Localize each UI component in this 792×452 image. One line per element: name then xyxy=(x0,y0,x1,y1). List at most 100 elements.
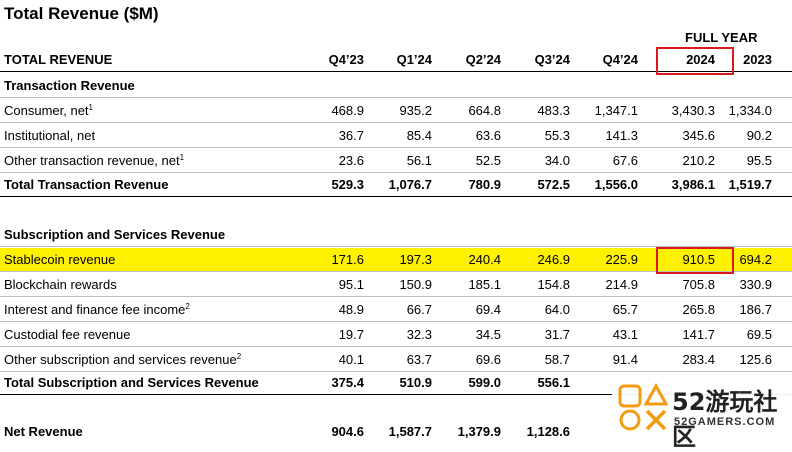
total-subscription-row: Total Subscription and Services Revenue 3… xyxy=(0,371,792,395)
table-cell: 3,986.1 xyxy=(671,177,715,192)
footnote-marker: 1 xyxy=(88,103,93,112)
table-cell: 56.1 xyxy=(406,153,432,168)
table-cell: 904.6 xyxy=(331,424,364,439)
table-cell: 43.1 xyxy=(612,327,638,342)
table-cell: 214.9 xyxy=(605,277,638,292)
table-cell: 69.4 xyxy=(475,302,501,317)
table-cell: 210.2 xyxy=(682,153,715,168)
table-cell: 19.7 xyxy=(338,327,364,342)
row-label: Total Subscription and Services Revenue xyxy=(4,375,259,390)
full-year-label: FULL YEAR xyxy=(685,30,758,45)
table-cell: Q3’24 xyxy=(534,52,570,67)
table-cell: 529.3 xyxy=(331,177,364,192)
table-cell: 2024 xyxy=(686,52,715,67)
callout-box-stablecoin-2024 xyxy=(656,247,734,274)
table-cell: 66.7 xyxy=(406,302,432,317)
table-cell: 40.1 xyxy=(338,352,364,367)
table-cell: 52.5 xyxy=(475,153,501,168)
table-cell: 34.5 xyxy=(475,327,501,342)
watermark-text: 52游玩社区 xyxy=(672,388,778,451)
table-header-row: TOTAL REVENUE Q4’23 Q1’24 Q2’24 Q3’24 Q4’24 20… xyxy=(0,48,792,72)
table-cell: 3,430.3 xyxy=(671,103,715,118)
table-cell: 1,379.9 xyxy=(457,424,501,439)
table-cell: 85.4 xyxy=(406,128,432,143)
table-cell: 664.8 xyxy=(468,103,501,118)
table-cell: 1,347.1 xyxy=(594,103,638,118)
table-cell: 265.8 xyxy=(682,302,715,317)
table-cell: 2023 xyxy=(743,52,772,67)
table-cell: 67.6 xyxy=(612,153,638,168)
table-cell: 468.9 xyxy=(331,103,364,118)
table-cell: 572.5 xyxy=(537,177,570,192)
callout-box-2024-header xyxy=(656,47,734,75)
watermark-url: 52GAMERS.COM xyxy=(674,416,776,428)
table-cell: 141.7 xyxy=(682,327,715,342)
table-cell: 246.9 xyxy=(537,252,570,267)
table-cell: 694.2 xyxy=(739,252,772,267)
table-cell: 240.4 xyxy=(468,252,501,267)
total-transaction-row: Total Transaction Revenue 529.3 1,076.7 780… xyxy=(0,173,792,197)
table-cell: 186.7 xyxy=(739,302,772,317)
watermark: 52游玩社区 52GAMERS.COM xyxy=(612,376,792,451)
row-label: Consumer, net1 xyxy=(4,99,93,123)
table-cell: 95.1 xyxy=(338,277,364,292)
table-cell: 31.7 xyxy=(544,327,570,342)
table-cell: 55.3 xyxy=(544,128,570,143)
table-row: Blockchain rewards 95.1 150.9 185.1 154.8 214… xyxy=(0,273,792,297)
table-cell: 69.5 xyxy=(746,327,772,342)
table-cell: 185.1 xyxy=(468,277,501,292)
row-label-text: Other subscription and services revenue xyxy=(4,352,237,367)
row-label-text: Interest and finance fee income xyxy=(4,302,186,317)
row-label: Interest and finance fee income2 xyxy=(4,298,190,322)
table-cell: 150.9 xyxy=(399,277,432,292)
table-cell: 510.9 xyxy=(399,375,432,390)
table-cell: 65.7 xyxy=(612,302,638,317)
table-title: Total Revenue ($M) xyxy=(4,4,159,23)
table-cell: 1,519.7 xyxy=(728,177,772,192)
table-cell: 283.4 xyxy=(682,352,715,367)
table-cell: Q4’23 xyxy=(328,52,364,67)
table-cell: 95.5 xyxy=(746,153,772,168)
table-row: Institutional, net 36.7 85.4 63.6 55.3 141.3 3… xyxy=(0,124,792,148)
row-label: Institutional, net xyxy=(4,128,96,143)
table-cell: 90.2 xyxy=(746,128,772,143)
table-cell: 197.3 xyxy=(399,252,432,267)
footnote-marker: 2 xyxy=(236,352,242,361)
section-heading-subscription: Subscription and Services Revenue xyxy=(0,223,792,247)
table-cell: 171.6 xyxy=(331,252,364,267)
row-label: Blockchain rewards xyxy=(4,277,117,292)
row-label: Transaction Revenue xyxy=(4,78,135,93)
table-cell: 141.3 xyxy=(605,128,638,143)
table-cell: 225.9 xyxy=(605,252,638,267)
row-label: Subscription and Services Revenue xyxy=(4,227,226,242)
table-cell: Q4’24 xyxy=(602,52,638,67)
table-row: Other subscription and services revenue2… xyxy=(0,348,792,372)
table-row: Custodial fee revenue 19.7 32.3 34.5 31.7 43.… xyxy=(0,323,792,347)
row-label-text: Other transaction revenue, net xyxy=(4,153,180,168)
table-row: Interest and finance fee income2 48.9 66.7… xyxy=(0,298,792,322)
row-label: Custodial fee revenue xyxy=(4,327,131,342)
table-row: Other transaction revenue, net1 23.6 56.1 5… xyxy=(0,149,792,173)
table-cell: 36.7 xyxy=(338,128,364,143)
table-row-stablecoin: Stablecoin revenue 171.6 197.3 240.4 246.9 22… xyxy=(0,248,792,272)
table-cell: Q2’24 xyxy=(465,52,501,67)
table-cell: 64.0 xyxy=(544,302,570,317)
table-cell: 34.0 xyxy=(544,153,570,168)
footnote-marker: 1 xyxy=(179,153,185,162)
row-label: Other subscription and services revenue2 xyxy=(4,348,241,372)
table-cell: 599.0 xyxy=(468,375,501,390)
row-label: Total Transaction Revenue xyxy=(4,177,169,192)
section-heading-transaction: Transaction Revenue xyxy=(0,74,792,98)
table-cell: 1,587.7 xyxy=(388,424,432,439)
table-cell: 154.8 xyxy=(537,277,570,292)
table-cell: 23.6 xyxy=(338,153,364,168)
table-cell: 556.1 xyxy=(537,375,570,390)
table-cell: 58.7 xyxy=(544,352,570,367)
table-cell: 63.7 xyxy=(406,352,432,367)
table-cell: 375.4 xyxy=(331,375,364,390)
table-cell: 125.6 xyxy=(739,352,772,367)
table-cell: 345.6 xyxy=(682,128,715,143)
table-cell: 483.3 xyxy=(537,103,570,118)
table-row: Consumer, net1 468.9 935.2 664.8 483.3 1,347.… xyxy=(0,99,792,123)
table-cell: 935.2 xyxy=(399,103,432,118)
